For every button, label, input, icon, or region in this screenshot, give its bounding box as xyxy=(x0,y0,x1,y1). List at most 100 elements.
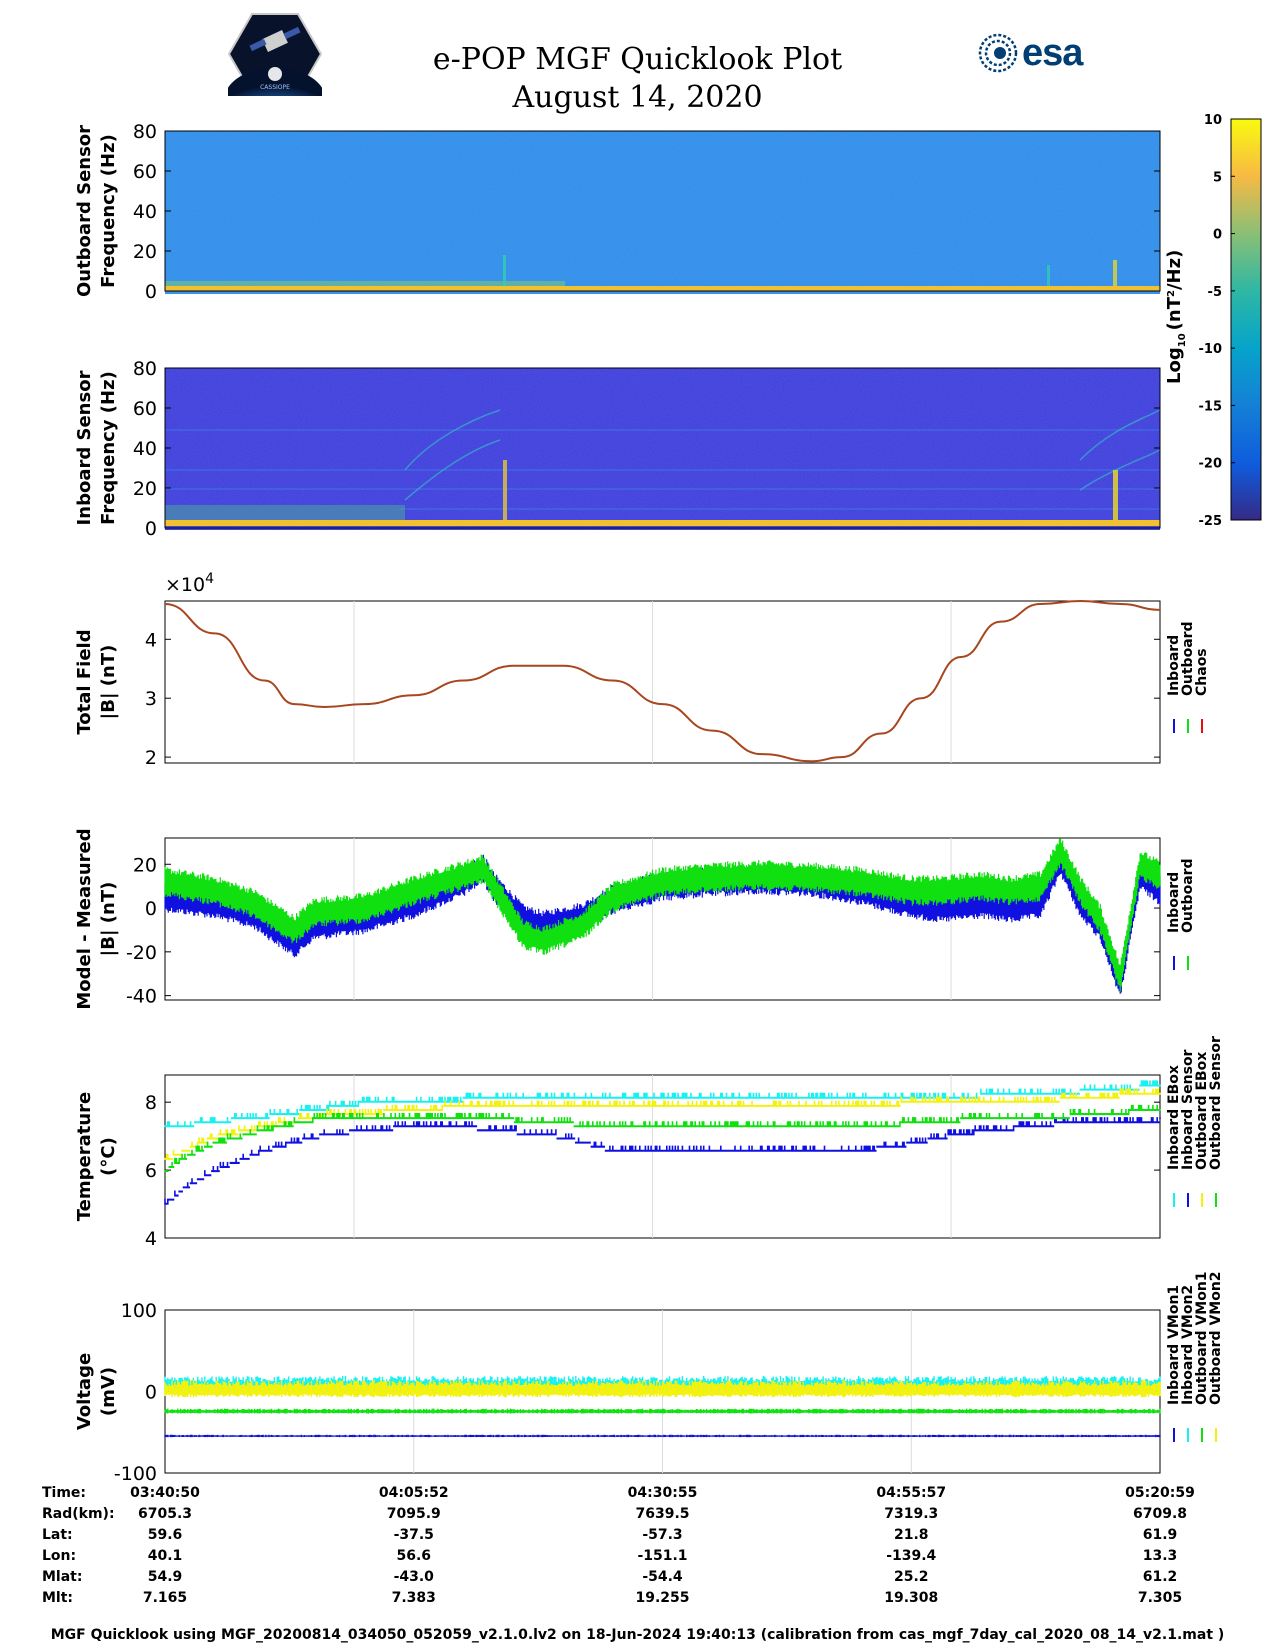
temperature-legend-label: Inboard EBox xyxy=(1166,1065,1182,1170)
total-field-ytick-label: 4 xyxy=(145,629,157,651)
temperature-ylabel: Temperature (°C) xyxy=(74,1092,119,1221)
ephemeris-cell: 40.1 xyxy=(148,1548,183,1564)
ephemeris-cell: 7.305 xyxy=(1138,1590,1182,1606)
total-field-ytick-label: 2 xyxy=(145,747,157,769)
ephemeris-cell: 59.6 xyxy=(148,1527,183,1543)
inboard-spectrogram-ytick-label: 40 xyxy=(133,438,157,460)
temperature-series xyxy=(164,1117,1161,1205)
ephemeris-cell: 19.255 xyxy=(635,1590,689,1606)
voltage-series xyxy=(164,1434,1161,1438)
ephemeris-cell: 56.6 xyxy=(396,1548,431,1564)
ephemeris-cell: 7.165 xyxy=(143,1590,187,1606)
colorbar-tick-label: 0 xyxy=(1213,228,1222,243)
footer-note: MGF Quicklook using MGF_20200814_034050_… xyxy=(50,1627,1225,1643)
inboard-spectrogram-ytick-label: 20 xyxy=(133,478,157,500)
esa-globe-icon xyxy=(978,33,1018,73)
ephemeris-cell: 7639.5 xyxy=(635,1506,689,1522)
temperature-legend-label: Inboard Sensor xyxy=(1180,1049,1196,1170)
inboard-spectrogram-ytick-label: 0 xyxy=(145,518,157,540)
ephemeris-cell: 03:40:50 xyxy=(130,1485,200,1501)
voltage-ytick-label: 100 xyxy=(121,1300,157,1322)
voltage-ylabel: Voltage (mV) xyxy=(74,1353,119,1430)
colorbar-tick-label: -15 xyxy=(1199,399,1223,414)
model-measured-legend-label: Outboard xyxy=(1180,858,1196,933)
total-field-ylabel: Total Field |B| (nT) xyxy=(74,629,119,734)
total-field-line xyxy=(164,599,1161,763)
ephemeris-row-label: Rad(km): xyxy=(42,1506,115,1522)
ephemeris-row-label: Mlt: xyxy=(42,1590,73,1606)
colorbar-tick-label: 5 xyxy=(1213,170,1222,185)
model-measured-ytick-label: -20 xyxy=(126,942,157,964)
ephemeris-cell: -57.3 xyxy=(642,1527,682,1543)
outboard-spectrogram-ytick-label: 0 xyxy=(145,281,157,303)
temperature-series xyxy=(164,1104,1161,1173)
ephemeris-cell: 21.8 xyxy=(894,1527,929,1543)
page-title: e-POP MGF Quicklook Plot xyxy=(432,42,843,77)
logo-text: CASSIOPE xyxy=(260,84,290,91)
ephemeris-row-label: Lon: xyxy=(42,1548,76,1564)
voltage-ytick-label: 0 xyxy=(145,1382,157,1404)
voltage-legend-label: Outboard VMon2 xyxy=(1208,1271,1224,1405)
colorbar-tick-label: -5 xyxy=(1208,285,1222,300)
ephemeris-row-label: Time: xyxy=(42,1485,86,1501)
outboard-low-freq-band xyxy=(165,286,1160,291)
voltage-legend-label: Inboard VMon2 xyxy=(1180,1285,1196,1405)
ephemeris-cell: -43.0 xyxy=(394,1569,435,1585)
colorbar-tick-label: -10 xyxy=(1199,342,1223,357)
outboard-spectrogram-ytick-label: 40 xyxy=(133,201,157,223)
esa-logo-text: esa xyxy=(1022,31,1083,74)
inboard-spectrogram-ytick-label: 60 xyxy=(133,398,157,420)
voltage-legend-label: Inboard VMon1 xyxy=(1166,1285,1182,1405)
model-measured-ytick-label: -40 xyxy=(126,986,157,1008)
colorbar-tick-label: -20 xyxy=(1199,457,1223,472)
outboard-spectrogram: 0 20 40 60 80 Outboard Sensor Frequency (Hz) xyxy=(74,121,1161,303)
inboard-low-freq-band xyxy=(165,520,1160,526)
ephemeris-row-label: Lat: xyxy=(42,1527,73,1543)
model-measured-series-outboard xyxy=(164,838,1161,992)
ephemeris-cell: 6705.3 xyxy=(138,1506,192,1522)
ephemeris-cell: 04:55:57 xyxy=(876,1485,946,1501)
voltage-series xyxy=(164,1408,1161,1414)
ephemeris-cell: -37.5 xyxy=(394,1527,434,1543)
inboard-spectrogram: 0 20 40 60 80 Inboard Sensor Frequency (Hz) xyxy=(74,358,1161,540)
ephemeris-cell: -54.4 xyxy=(642,1569,683,1585)
model-measured-ytick-label: 0 xyxy=(145,898,157,920)
total-field-ytick-label: 3 xyxy=(145,688,157,710)
ephemeris-cell: 7.383 xyxy=(392,1590,436,1606)
model-measured-legend-label: Inboard xyxy=(1166,872,1182,933)
colorbar-gradient xyxy=(1230,118,1262,521)
colorbar: 10 5 0 -5 -10 -15 -20 -25 Log10(nT2/Hz) xyxy=(1164,113,1262,529)
colorbar-tick-label: -25 xyxy=(1199,514,1223,529)
ephemeris-cell: 25.2 xyxy=(894,1569,929,1585)
ephemeris-cell: 6709.8 xyxy=(1133,1506,1187,1522)
outboard-spectrogram-ytick-label: 20 xyxy=(133,241,157,263)
temperature-ytick-label: 8 xyxy=(145,1092,157,1114)
temperature-ytick-label: 4 xyxy=(145,1228,157,1250)
total-field-legend-label: Outboard xyxy=(1180,621,1196,696)
ephemeris-cell: 19.308 xyxy=(884,1590,938,1606)
ephemeris-cell: 13.3 xyxy=(1143,1548,1178,1564)
total-field-panel: 2 3 4 Total Field |B| (nT) ×104 InboardOutboar… xyxy=(74,571,1210,769)
voltage-legend-label: Outboard VMon1 xyxy=(1194,1271,1210,1405)
ephemeris-cell: 05:20:59 xyxy=(1125,1485,1195,1501)
total-field-multiplier: ×104 xyxy=(165,571,214,596)
outboard-spectrogram-ytick-label: 60 xyxy=(133,161,157,183)
colorbar-label: Log10(nT2/Hz) xyxy=(1164,250,1188,384)
colorbar-tick-label: 10 xyxy=(1204,113,1222,128)
temperature-legend-label: Outboard EBox xyxy=(1194,1052,1210,1170)
ephemeris-cell: 54.9 xyxy=(148,1569,183,1585)
temperature-legend-label: Outboard Sensor xyxy=(1208,1036,1224,1170)
outboard-spectrogram-ytick-label: 80 xyxy=(133,121,157,143)
temperature-ytick-label: 6 xyxy=(145,1160,157,1182)
total-field-legend-label: Chaos xyxy=(1194,648,1210,696)
ephemeris-cell: 04:30:55 xyxy=(628,1485,698,1501)
voltage-series xyxy=(164,1380,1161,1398)
ephemeris-cell: -151.1 xyxy=(637,1548,687,1564)
ephemeris-cell: 7095.9 xyxy=(387,1506,441,1522)
page-date: August 14, 2020 xyxy=(512,80,763,115)
inboard-spectrogram-ytick-label: 80 xyxy=(133,358,157,380)
inboard-spectrogram-ylabel: Inboard Sensor Frequency (Hz) xyxy=(74,370,119,525)
ephemeris-cell: 61.2 xyxy=(1143,1569,1178,1585)
